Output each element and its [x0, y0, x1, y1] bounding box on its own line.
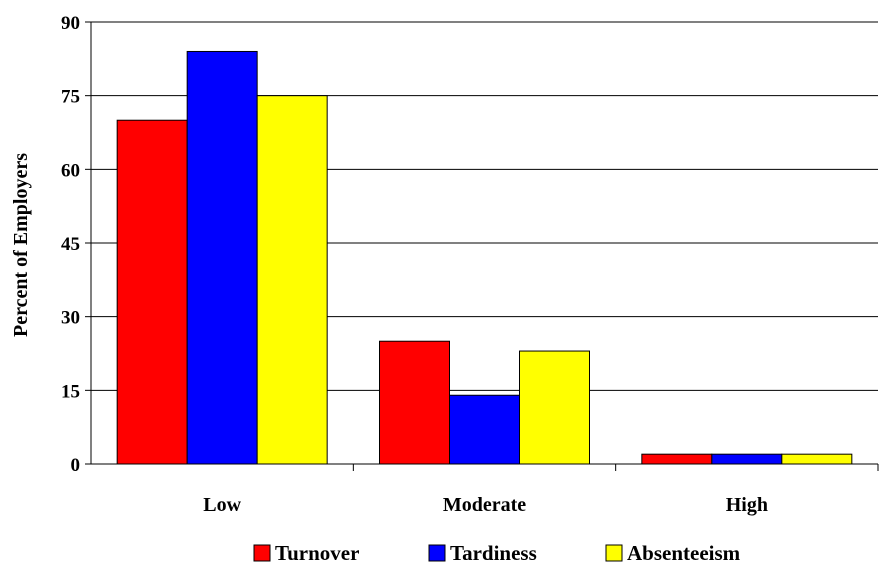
y-tick-label: 75: [61, 87, 80, 108]
bar-tardiness-moderate: [449, 394, 520, 465]
y-tick-label: 15: [61, 381, 80, 402]
legend-label-tardiness: Tardiness: [450, 541, 537, 565]
axes: [85, 21, 879, 471]
legend-swatch-turnover: [253, 544, 271, 562]
legend-swatch-absenteeism: [605, 544, 623, 562]
legend-label-turnover: Turnover: [275, 541, 359, 565]
bars: [116, 50, 853, 465]
y-tick-labels: 0 15 30 45 60 75 90: [61, 13, 80, 476]
legend-label-absenteeism: Absenteeism: [627, 541, 741, 565]
bar-absenteeism-high: [781, 453, 853, 465]
y-tick-label: 30: [61, 308, 80, 329]
x-category-label: Low: [203, 494, 241, 516]
bar-turnover-moderate: [379, 340, 450, 465]
x-category-labels: Low Moderate High: [203, 494, 768, 516]
bar-turnover-high: [641, 453, 713, 465]
bar-turnover-low: [116, 119, 188, 465]
bar-tardiness-low: [186, 50, 258, 465]
y-tick-label: 0: [71, 455, 81, 476]
bar-absenteeism-moderate: [519, 350, 590, 465]
y-tick-label: 45: [61, 234, 80, 255]
legend: Turnover Tardiness Absenteeism: [253, 541, 741, 565]
bar-absenteeism-low: [256, 95, 328, 465]
legend-swatch-tardiness: [428, 544, 446, 562]
x-category-label: High: [726, 494, 768, 516]
y-axis-title: Percent of Employers: [10, 153, 32, 337]
x-category-label: Moderate: [443, 494, 526, 516]
bar-tardiness-high: [711, 453, 783, 465]
y-tick-label: 90: [61, 13, 80, 34]
y-tick-label: 60: [61, 160, 80, 181]
